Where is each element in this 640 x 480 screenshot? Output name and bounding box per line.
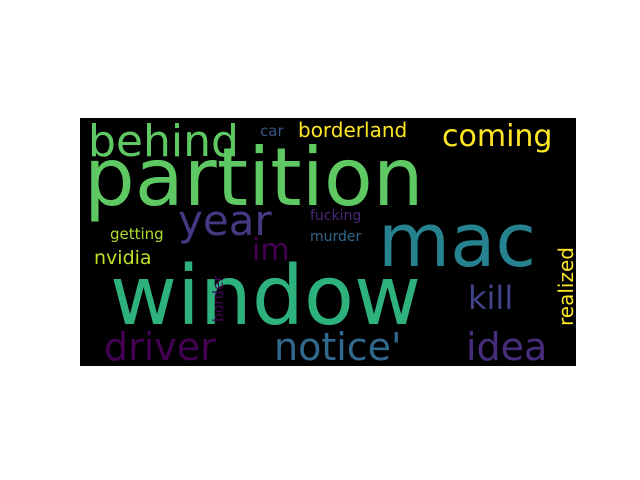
word-window: window — [110, 249, 422, 344]
word-cloud: partition window mac behind year coming … — [80, 118, 576, 366]
word-car: car — [260, 122, 284, 140]
word-behind: behind — [88, 118, 239, 167]
word-realized: realized — [554, 247, 576, 326]
word-im: im — [252, 233, 290, 268]
word-nvidia: nvidia — [94, 247, 152, 269]
word-year: year — [178, 196, 272, 245]
word-borderland: borderland — [298, 118, 408, 142]
word-driver: driver — [104, 325, 216, 366]
word-coming: coming — [442, 119, 553, 154]
word-notice: notice' — [274, 325, 402, 366]
word-getting: getting — [110, 225, 164, 243]
word-border: border — [211, 275, 227, 322]
word-idea: idea — [466, 325, 548, 366]
word-mac: mac — [378, 198, 537, 284]
word-partition: partition — [84, 131, 424, 224]
word-murder: murder — [310, 229, 362, 245]
word-kill: kill — [468, 279, 514, 317]
word-fucking: fucking — [310, 208, 362, 224]
